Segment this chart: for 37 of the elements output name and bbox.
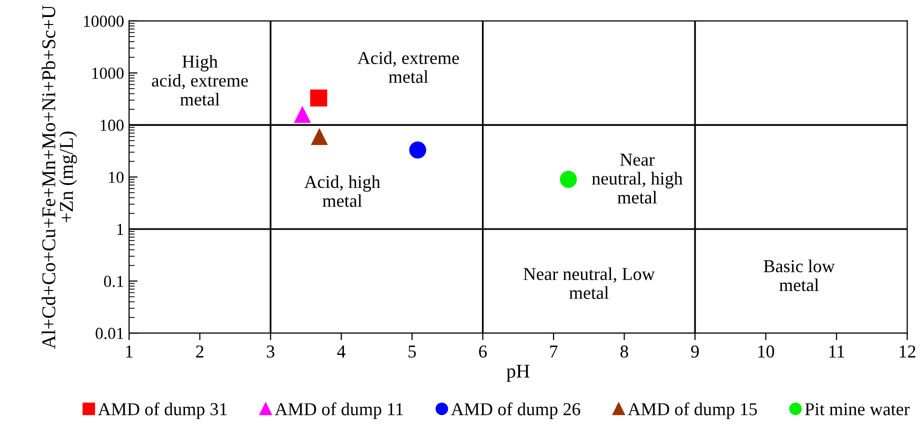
x-tick-label: 2 bbox=[196, 345, 204, 358]
annotation: Basic low metal bbox=[764, 260, 835, 292]
y-tick-label: 0.1 bbox=[104, 276, 124, 288]
point bbox=[310, 90, 328, 107]
x-tick-label: 7 bbox=[550, 346, 558, 358]
x-tick-label: 8 bbox=[620, 345, 628, 358]
y-tick-label: 10000 bbox=[84, 16, 124, 27]
y-tick-label: 0.01 bbox=[96, 328, 124, 340]
x-tick-label: 3 bbox=[266, 345, 274, 358]
x-tick-label: 4 bbox=[337, 346, 346, 358]
point bbox=[310, 128, 328, 146]
point bbox=[409, 142, 426, 159]
y-tick-label: 1000 bbox=[92, 68, 124, 79]
x-tick-label: 5 bbox=[408, 346, 416, 358]
x-tick-label: 10 bbox=[758, 345, 774, 358]
y-tick-label: 1 bbox=[117, 224, 124, 235]
legend-label: AMD of dump 15 bbox=[628, 402, 757, 419]
x-tick-label: 11 bbox=[829, 346, 844, 358]
x-tick-label: 6 bbox=[479, 345, 487, 358]
y-tick-label: 100 bbox=[100, 120, 124, 131]
x-tick-label: 12 bbox=[900, 345, 916, 358]
x-axis-title: pH bbox=[506, 364, 530, 382]
y-axis-title: Al+Cd+Co+Cu+Fe+Mn+Mo+Ni+Pb+Sc+U +Zn (mg/L) bbox=[42, 5, 77, 349]
point bbox=[560, 170, 577, 188]
x-tick-label: 9 bbox=[691, 345, 699, 358]
legend-label: AMD of dump 11 bbox=[274, 402, 403, 419]
legend-label: AMD of dump 26 bbox=[451, 402, 580, 419]
annotation: High acid, extreme metal bbox=[152, 55, 248, 106]
annotation: Acid, high metal bbox=[304, 175, 380, 207]
point bbox=[294, 106, 311, 123]
legend-label: AMD of dump 31 bbox=[98, 402, 227, 419]
legend-label: Pit mine water bbox=[805, 403, 910, 416]
annotation: Near neutral, high metal bbox=[592, 154, 683, 204]
annotation: Acid, extreme metal bbox=[357, 51, 459, 83]
x-tick-label: 1 bbox=[126, 346, 133, 358]
annotation: Near neutral, Low metal bbox=[524, 267, 655, 299]
y-tick-label: 10 bbox=[109, 172, 124, 183]
